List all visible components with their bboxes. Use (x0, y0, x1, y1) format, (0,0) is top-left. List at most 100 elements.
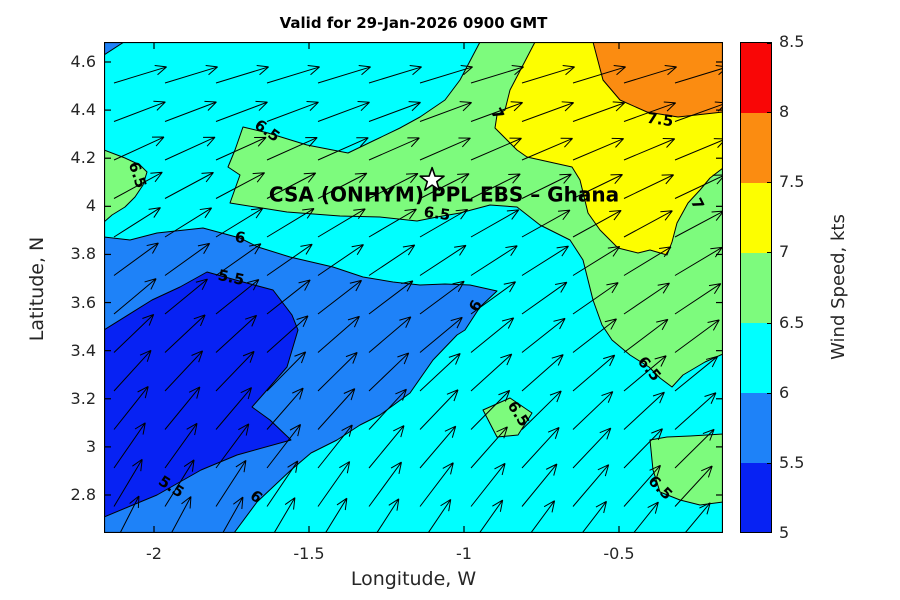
wind-arrow (266, 351, 307, 392)
wind-arrow (215, 100, 268, 122)
y-tick-label: 2.8 (70, 484, 96, 504)
wind-arrow (470, 64, 524, 84)
colorbar-tick-label: 5.5 (779, 452, 805, 472)
colorbar-tick-mark (767, 43, 772, 44)
colorbar-segment (741, 462, 771, 533)
colorbar-segment (741, 112, 771, 184)
wind-arrow (317, 424, 353, 469)
wind-arrow (215, 172, 265, 199)
wind-arrow (368, 425, 405, 469)
wind-arrow (317, 101, 370, 122)
wind-arrow (113, 242, 159, 276)
wind-arrow (674, 355, 719, 392)
wind-arrow (419, 101, 472, 122)
wind-arrow (572, 354, 616, 392)
wind-arrow (572, 464, 610, 507)
wind-arrow (215, 207, 264, 238)
contour-region-southwest-low-core (104, 271, 299, 518)
wind-arrow (572, 246, 621, 276)
wind-arrow (164, 207, 213, 238)
colorbar-tick-mark (767, 462, 772, 464)
wind-arrow (470, 173, 521, 199)
colorbar-tick-label: 7 (779, 242, 790, 262)
wind-arrow (113, 136, 165, 161)
wind-arrow (317, 351, 358, 392)
y-tick-label: 4.4 (70, 100, 96, 120)
x-tick-label: -1.5 (293, 544, 325, 563)
wind-arrow (164, 314, 206, 353)
wind-arrow (317, 172, 368, 199)
wind-arrow (164, 136, 216, 161)
contour-label: 5.5 (216, 266, 246, 289)
wind-arrow (521, 390, 562, 430)
wind-arrow (572, 427, 612, 469)
wind-arrow (572, 209, 622, 238)
wind-arrow (674, 392, 717, 430)
wind-arrow (419, 425, 457, 469)
colorbar-tick-label: 8.5 (779, 32, 805, 51)
contour-region-west-edge-patch (104, 149, 148, 223)
star-marker (419, 166, 445, 191)
wind-arrow (164, 242, 211, 276)
colorbar-tick-mark (767, 182, 772, 184)
wind-arrow (317, 279, 362, 315)
y-tick-label: 3.6 (70, 292, 96, 312)
colorbar-tick-label: 5 (779, 523, 790, 542)
wind-arrow (572, 101, 626, 122)
wind-arrow (674, 428, 715, 469)
wind-arrow (317, 137, 369, 161)
colorbar-tick-label: 7.5 (779, 172, 805, 192)
wind-arrow (674, 283, 722, 315)
contour-label: 6 (233, 228, 246, 248)
wind-arrow (215, 459, 247, 507)
wind-arrow (119, 495, 140, 533)
contour-region-southeast-patch (649, 433, 723, 506)
wind-arrow (113, 207, 161, 238)
wind-arrow (215, 387, 253, 430)
wind-arrow (113, 349, 152, 392)
contour-label: 7.5 (646, 109, 675, 131)
wind-arrow (470, 389, 511, 430)
contour-region-northeast-corner-orange (592, 42, 723, 118)
axes-box (104, 42, 723, 533)
wind-arrow (164, 278, 208, 315)
colorbar-segment (741, 322, 771, 393)
wind-arrow (317, 208, 366, 238)
wind-arrow (427, 498, 452, 533)
y-tick-label: 4.2 (70, 148, 96, 168)
wind-arrow (266, 315, 309, 353)
wind-arrow (273, 497, 296, 533)
colorbar-tick-label: 8 (779, 102, 790, 122)
wind-arrow (521, 463, 558, 507)
x-axis-label: Longitude, W (350, 568, 477, 590)
wind-arrow (266, 208, 315, 238)
wind-arrow (623, 391, 665, 430)
wind-arrow (113, 386, 149, 430)
y-tick-label: 4.6 (70, 51, 96, 71)
wind-arrow (521, 101, 575, 122)
chart-title: Valid for 29-Jan-2026 0900 GMT (279, 14, 548, 32)
wind-arrow (623, 101, 677, 122)
wind-arrow (215, 350, 255, 392)
x-tick-label: -0.5 (603, 544, 635, 563)
colorbar-tick-mark (767, 112, 772, 114)
x-tick-label: -2 (146, 544, 162, 563)
colorbar-segment (741, 392, 771, 463)
wind-arrow (113, 313, 155, 353)
wind-arrow (623, 428, 663, 469)
wind-arrow (266, 243, 313, 276)
wind-arrow (164, 172, 214, 199)
y-tick-label: 4 (85, 196, 96, 216)
wind-arrow (266, 279, 311, 315)
contour-region-top-left-corner-speck (104, 42, 125, 56)
wind-arrow (623, 355, 667, 392)
wind-arrow (368, 388, 407, 430)
colorbar-tick-label: 6.5 (779, 312, 805, 332)
wind-arrow (419, 389, 459, 430)
wind-arrow (113, 422, 146, 469)
wind-arrow (266, 387, 304, 430)
wind-arrow (572, 173, 623, 199)
wind-arrow (113, 171, 163, 199)
